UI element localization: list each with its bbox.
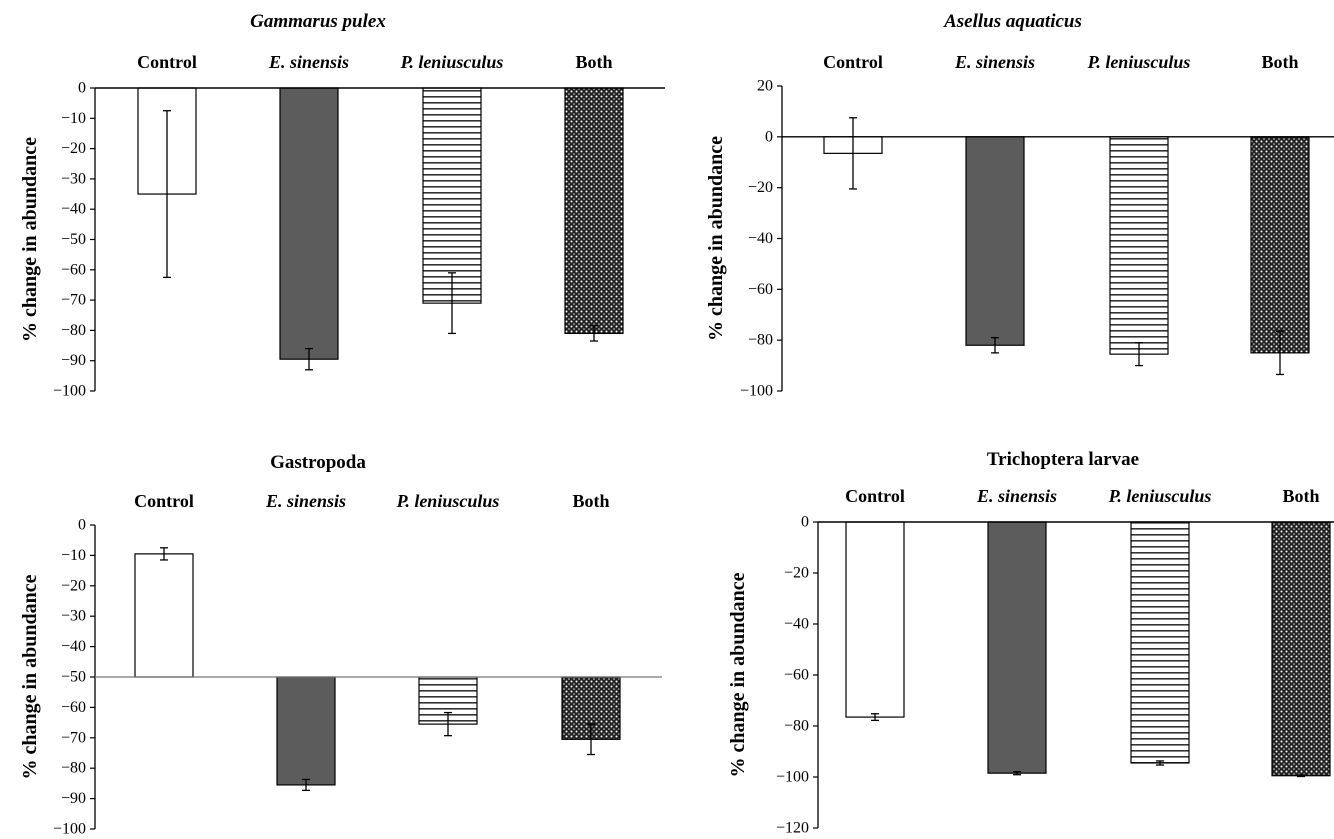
error-bar (1276, 330, 1284, 376)
category-label: Control (137, 52, 197, 72)
error-bar (1135, 342, 1143, 367)
y-tick-label: −100 (776, 769, 809, 786)
bar-p-leniusculus (1109, 136, 1169, 355)
category-label: P. leniusculus (1087, 52, 1191, 72)
bar-e-sinensis (965, 136, 1025, 346)
bar-p-leniusculus (1130, 521, 1190, 764)
y-tick-label: −20 (784, 565, 809, 582)
y-tick-label: −10 (61, 547, 86, 564)
y-tick-label: −50 (61, 669, 86, 686)
y-tick-label: −80 (748, 332, 773, 349)
category-label: Control (823, 52, 883, 72)
y-tick-label: 0 (801, 514, 809, 531)
y-tick-label: −80 (784, 718, 809, 735)
y-tick-label: −10 (61, 110, 86, 127)
bar-e-sinensis (987, 521, 1047, 774)
bar-e-sinensis (279, 87, 339, 360)
y-tick-label: −20 (61, 577, 86, 594)
error-bar (302, 778, 310, 792)
y-tick-label: 0 (78, 517, 86, 534)
error-bar (1013, 770, 1021, 776)
error-bar (849, 117, 857, 190)
y-tick-label: −40 (61, 638, 86, 655)
chart-title: Asellus aquaticus (943, 11, 1082, 32)
chart-panel-2: Asellus aquaticus Control E. sinensis P. le… (705, 11, 1334, 400)
y-tick-label: 0 (78, 80, 86, 97)
category-label: Both (575, 52, 612, 72)
y-tick-label: −20 (61, 140, 86, 157)
bar-p-leniusculus (422, 87, 482, 304)
error-bar (448, 272, 456, 335)
y-tick-label: −30 (61, 170, 86, 187)
category-label: P. leniusculus (396, 491, 500, 511)
y-tick-label: −50 (61, 231, 86, 248)
error-bar (160, 547, 168, 561)
y-tick-label: −70 (61, 292, 86, 309)
y-tick-label: −60 (784, 667, 809, 684)
chart-title: Gastropoda (270, 452, 366, 473)
category-label: Control (845, 486, 905, 506)
bar-both (1271, 521, 1331, 777)
y-tick-label: −20 (748, 179, 773, 196)
y-tick-label: −60 (61, 699, 86, 716)
y-tick-label: −40 (784, 616, 809, 633)
chart-title: Trichoptera larvae (987, 449, 1139, 470)
chart-panel-3: Gastropoda Control E. sinensis P. leniuscul… (19, 452, 662, 838)
category-label: Both (572, 491, 609, 511)
category-label: P. leniusculus (400, 52, 504, 72)
chart-panel-1: Gammarus pulex Control E. sinensis P. leniu… (19, 11, 665, 400)
y-tick-label: −40 (748, 230, 773, 247)
y-tick-label: 20 (757, 78, 773, 95)
bar-both (564, 87, 624, 335)
bar-control (134, 553, 194, 678)
category-label: Both (1261, 52, 1298, 72)
y-tick-label: −100 (53, 821, 86, 838)
category-label: Both (1282, 486, 1319, 506)
y-tick-label: −90 (61, 352, 86, 369)
y-tick-label: 0 (765, 128, 773, 145)
error-bar (305, 347, 313, 371)
bar-e-sinensis (276, 676, 336, 786)
y-tick-label: −80 (61, 760, 86, 777)
y-axis-label: % change in abundance (19, 574, 41, 779)
chart-title: Gammarus pulex (250, 11, 386, 32)
y-tick-label: −70 (61, 729, 86, 746)
chart-panel-4: Trichoptera larvae Control E. sinensis P. l… (727, 449, 1334, 837)
y-tick-label: −60 (61, 261, 86, 278)
category-label: E. sinensis (954, 52, 1035, 72)
category-label: E. sinensis (268, 52, 349, 72)
error-bar (1156, 760, 1164, 766)
y-tick-label: −100 (53, 383, 86, 400)
y-axis-label: % change in abundance (705, 136, 727, 341)
error-bar (590, 325, 598, 342)
category-label: E. sinensis (265, 491, 346, 511)
error-bar (587, 723, 595, 756)
bar-control (845, 521, 905, 718)
category-label: P. leniusculus (1108, 486, 1212, 506)
error-bar (1297, 774, 1305, 778)
error-bar (163, 110, 171, 279)
y-axis-label: % change in abundance (19, 137, 41, 342)
y-tick-label: −120 (776, 820, 809, 837)
error-bar (991, 336, 999, 354)
y-tick-label: −40 (61, 201, 86, 218)
category-label: Control (134, 491, 194, 511)
category-label: E. sinensis (976, 486, 1057, 506)
y-tick-label: −90 (61, 790, 86, 807)
error-bar (444, 711, 452, 737)
y-tick-label: −60 (748, 281, 773, 298)
y-tick-label: −100 (740, 383, 773, 400)
y-tick-label: −30 (61, 608, 86, 625)
bar-both (1250, 136, 1310, 354)
y-axis-label: % change in abundance (727, 572, 749, 777)
y-tick-label: −80 (61, 322, 86, 339)
error-bar (871, 713, 879, 722)
